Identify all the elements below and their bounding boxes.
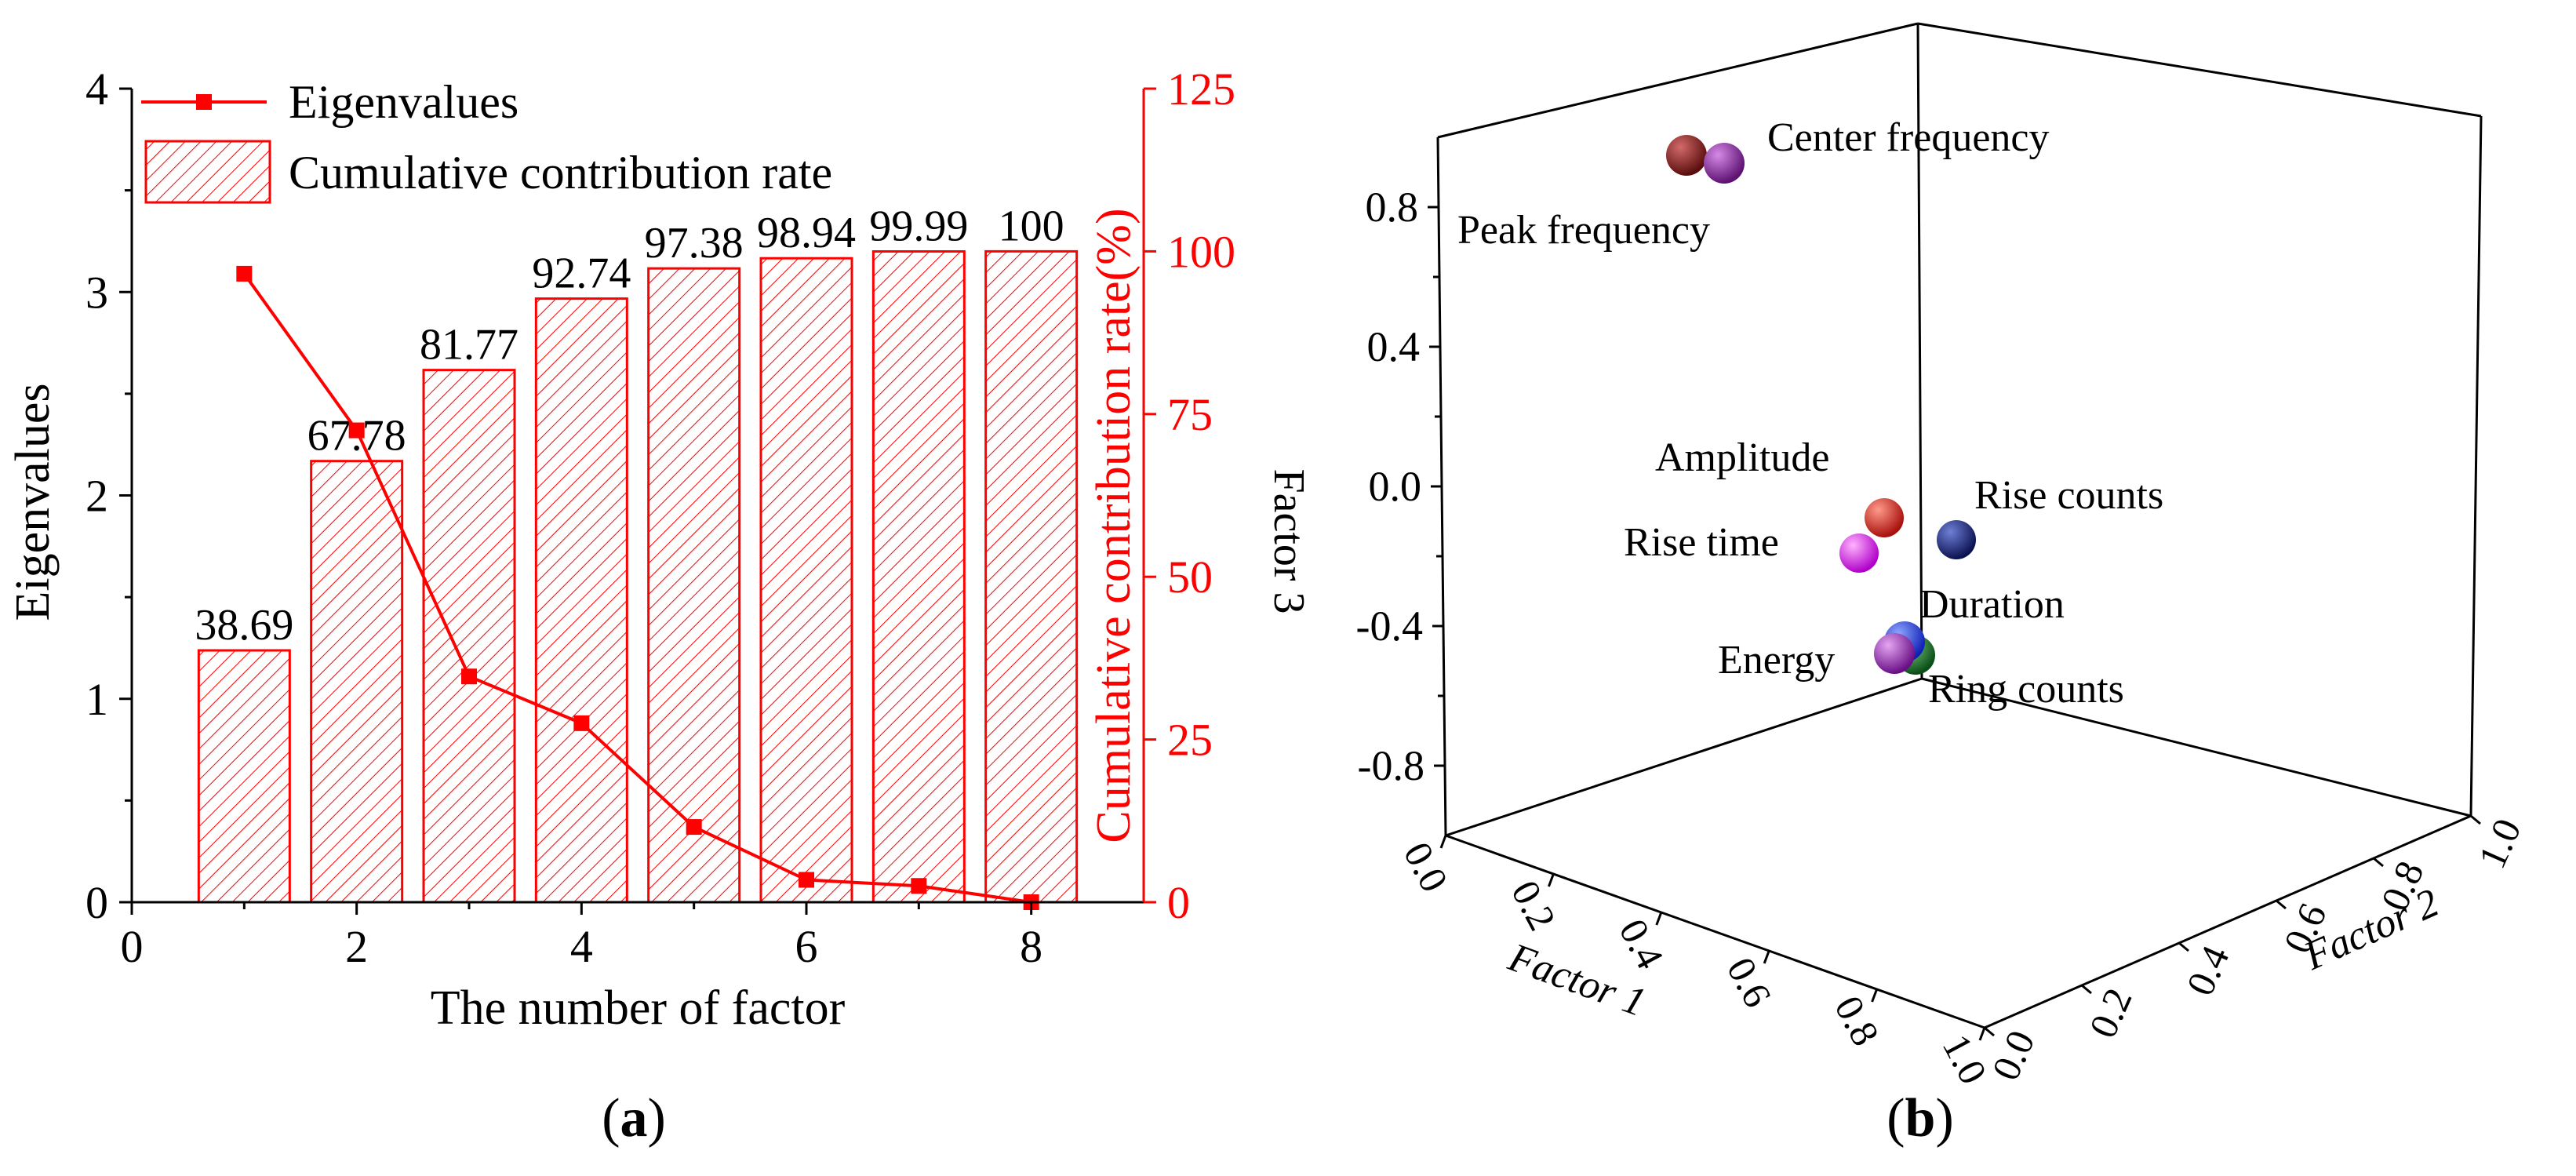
y-tick-label: 1 — [86, 674, 108, 725]
x-tick-label: 4 — [570, 921, 593, 972]
eigenvalue-marker-1 — [236, 265, 253, 282]
point-amplitude-label: Amplitude — [1655, 435, 1829, 480]
z-axis-label: Factor 3 — [1264, 468, 1313, 613]
eigenvalue-series — [236, 265, 1039, 910]
y-ticks-left: 0 1 2 3 4 — [86, 64, 132, 928]
eigenvalue-marker-6 — [799, 872, 814, 888]
eigenvalue-marker-7 — [911, 878, 927, 894]
point-rise-time-label: Rise time — [1624, 520, 1779, 565]
bar-label-4: 92.74 — [532, 249, 631, 298]
point-duration-label: Duration — [1919, 582, 2065, 627]
bar-8 — [984, 249, 1079, 904]
bar-label-8: 100 — [999, 202, 1064, 250]
legend-eigenvalues: Eigenvalues — [141, 76, 518, 128]
y-axis-label: Eigenvalues — [6, 383, 60, 621]
y-tick-label: 0 — [86, 877, 108, 928]
y2-axis-label: Cumulative contribution rate(%) — [1087, 208, 1141, 843]
x3d-tick-label: 0.0 — [1395, 835, 1457, 898]
y2-tick-label: 50 — [1167, 552, 1213, 603]
bar-2 — [310, 460, 404, 904]
y2-tick-label: 75 — [1167, 389, 1213, 440]
eigenvalue-marker-5 — [686, 819, 702, 836]
eigenvalue-line — [242, 272, 1031, 904]
point-peak-frequency: Peak frequency — [1457, 135, 1710, 253]
bar-6 — [759, 257, 853, 904]
point-ring-counts-label: Ring counts — [1928, 667, 2124, 712]
z-tick-label: 0.4 — [1367, 323, 1421, 370]
point-ring-counts: Ring counts — [1896, 635, 2124, 712]
point-rise-time: Rise time — [1624, 520, 1879, 573]
y-tick-label: 4 — [86, 64, 108, 115]
y2-tick-label: 25 — [1167, 715, 1213, 766]
bar-label-5: 97.38 — [645, 219, 744, 268]
point-rise-counts-label: Rise counts — [1974, 473, 2163, 518]
x-axis-label: The number of factor — [431, 981, 846, 1035]
legend-cumulative-label: Cumulative contribution rate — [289, 147, 832, 198]
bar-label-6: 98.94 — [757, 209, 856, 257]
bar-7 — [871, 249, 966, 904]
point-energy: Energy — [1718, 633, 1915, 683]
panel-a-label: (a) — [602, 1088, 666, 1149]
x-tick-label: 2 — [345, 921, 368, 972]
bar-label-3: 81.77 — [420, 321, 518, 370]
x-tick-label: 6 — [795, 921, 818, 972]
panel-b-chart: -0.8 -0.4 0.0 0.4 0.8 0.00.20.40.60.81.0 0.0… — [1264, 22, 2530, 1149]
x3d-tick-label: 0.4 — [1610, 912, 1672, 975]
x-ticks-3d: 0.00.20.40.60.81.0 — [1395, 835, 1996, 1090]
y-tick-label: 3 — [86, 267, 108, 318]
x3d-tick-label: 0.2 — [1503, 873, 1565, 937]
z-tick-label: -0.4 — [1356, 603, 1423, 650]
z-tick-label: 0.8 — [1366, 184, 1419, 231]
z-tick-label: 0.0 — [1369, 463, 1422, 510]
bar-series — [197, 249, 1079, 904]
bar-label-7: 99.99 — [869, 202, 968, 250]
x3d-tick-label: 0.6 — [1719, 950, 1781, 1014]
bar-5 — [647, 267, 741, 904]
y-tick-label: 2 — [86, 471, 108, 522]
point-amplitude: Amplitude — [1655, 435, 1904, 537]
legend-cumulative: Cumulative contribution rate — [144, 140, 832, 204]
legend: Eigenvalues Cumulative contribution rate — [141, 76, 832, 204]
point-rise-counts: Rise counts — [1937, 473, 2163, 559]
eigenvalue-marker-3 — [461, 668, 477, 685]
y2-tick-label: 0 — [1167, 877, 1190, 928]
bar-3 — [422, 369, 516, 904]
y-ticks-3d: 0.00.20.40.60.81.0 — [1983, 812, 2530, 1087]
panel-b-label: (b) — [1887, 1088, 1954, 1149]
x-tick-label: 8 — [1020, 921, 1042, 972]
x-tick-label: 0 — [121, 921, 144, 972]
3d-box — [1436, 22, 2483, 1029]
z-ticks: -0.8 -0.4 0.0 0.4 0.8 — [1356, 184, 1445, 789]
x-ticks: 0 2 4 6 8 — [121, 902, 1042, 972]
z-tick-label: -0.8 — [1358, 742, 1424, 789]
point-center-frequency-label: Center frequency — [1767, 115, 2049, 160]
point-energy-label: Energy — [1718, 638, 1835, 683]
y-ticks-right: 0 25 50 75 100 125 — [1144, 64, 1235, 928]
bar-1 — [197, 649, 291, 904]
eigenvalue-marker-2 — [348, 422, 365, 439]
point-peak-frequency-label: Peak frequency — [1457, 208, 1710, 253]
y2-tick-label: 125 — [1167, 64, 1235, 115]
y-axis-label-3d: Factor 2 — [2297, 880, 2445, 979]
x3d-tick-label: 0.8 — [1826, 988, 1888, 1052]
legend-eigenvalues-label: Eigenvalues — [289, 76, 518, 128]
bar-4 — [534, 297, 628, 904]
eigenvalue-marker-4 — [573, 715, 590, 731]
y2-tick-label: 100 — [1167, 226, 1235, 277]
point-center-frequency: Center frequency — [1704, 115, 2049, 184]
bar-label-1: 38.69 — [195, 601, 293, 650]
